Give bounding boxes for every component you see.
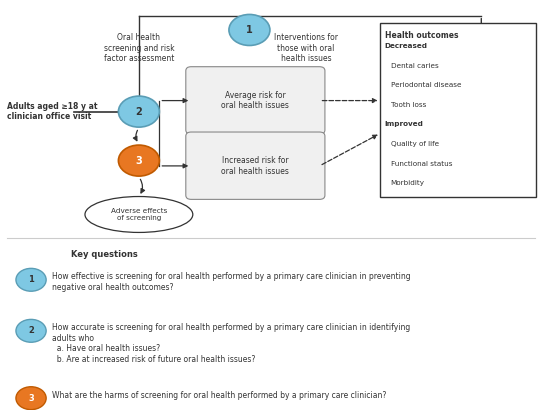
Text: Adults aged ≥18 y at
clinician office visit: Adults aged ≥18 y at clinician office vi… (7, 102, 97, 121)
Text: Interventions for
those with oral
health issues: Interventions for those with oral health… (274, 33, 338, 63)
Text: 2: 2 (136, 106, 142, 117)
Circle shape (118, 96, 159, 127)
Circle shape (16, 268, 46, 291)
Text: 3: 3 (28, 394, 34, 403)
FancyBboxPatch shape (186, 132, 325, 199)
Text: Improved: Improved (385, 121, 424, 127)
Text: Tooth loss: Tooth loss (391, 102, 426, 108)
Text: How accurate is screening for oral health performed by a primary care clinician : How accurate is screening for oral healt… (51, 323, 410, 364)
Text: Adverse effects
of screening: Adverse effects of screening (111, 208, 167, 221)
Text: How effective is screening for oral health performed by a primary care clinician: How effective is screening for oral heal… (51, 272, 410, 292)
Ellipse shape (85, 196, 193, 233)
Circle shape (118, 145, 159, 176)
Text: 1: 1 (28, 275, 34, 284)
Text: Dental caries: Dental caries (391, 62, 438, 69)
Text: Oral health
screening and risk
factor assessment: Oral health screening and risk factor as… (104, 33, 174, 63)
Text: Key questions: Key questions (72, 250, 138, 259)
Text: Increased risk for
oral health issues: Increased risk for oral health issues (222, 156, 289, 175)
Circle shape (229, 14, 270, 46)
Circle shape (16, 387, 46, 410)
Text: 2: 2 (28, 326, 34, 335)
Text: Periodontal disease: Periodontal disease (391, 82, 461, 88)
Text: Decreased: Decreased (385, 43, 428, 49)
Text: 1: 1 (246, 25, 253, 35)
Text: Health outcomes: Health outcomes (385, 31, 459, 40)
Text: Functional status: Functional status (391, 161, 452, 166)
Text: 3: 3 (136, 156, 142, 166)
Text: Average risk for
oral health issues: Average risk for oral health issues (222, 91, 289, 110)
FancyBboxPatch shape (380, 23, 535, 196)
FancyBboxPatch shape (186, 67, 325, 134)
Text: What are the harms of screening for oral health performed by a primary care clin: What are the harms of screening for oral… (51, 391, 386, 400)
Text: Morbidity: Morbidity (391, 180, 425, 186)
Circle shape (16, 319, 46, 342)
Text: Quality of life: Quality of life (391, 141, 439, 147)
